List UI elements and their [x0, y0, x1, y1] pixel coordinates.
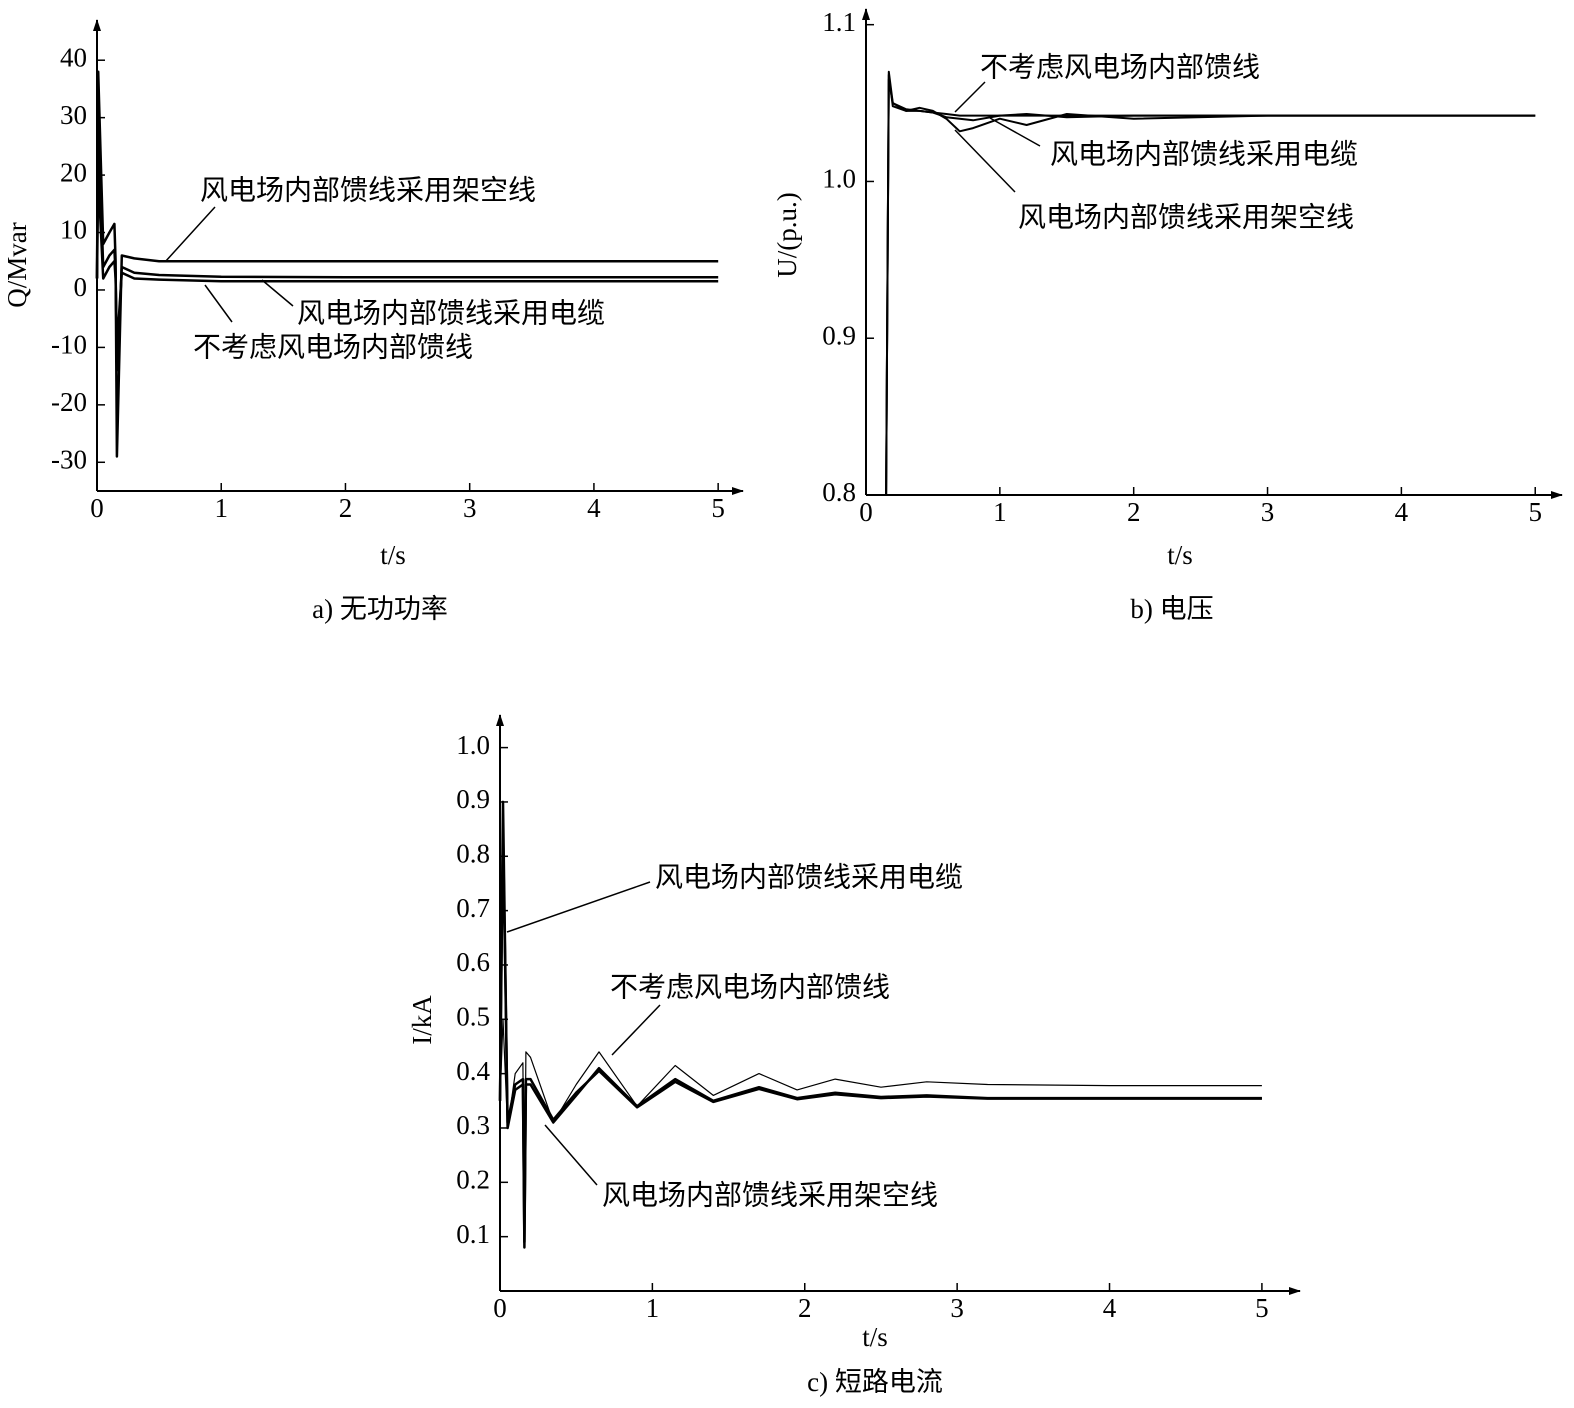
x-tick-label: 5: [1528, 497, 1542, 527]
data-line: [498, 827, 1262, 1244]
data-line: [95, 70, 719, 458]
y-tick-label: 0.7: [456, 893, 490, 923]
y-tick-label: 0.1: [456, 1219, 490, 1249]
y-tick-label: -20: [51, 387, 87, 417]
leader-line: [204, 284, 233, 323]
y-tick-label: 1.1: [822, 7, 856, 37]
x-tick-label: 4: [1103, 1293, 1117, 1323]
leader-line: [954, 81, 986, 113]
y-tick-label: 20: [60, 157, 87, 187]
leader-line: [261, 279, 294, 307]
y-tick-label: 30: [60, 100, 87, 130]
caption: c) 短路电流: [807, 1367, 943, 1397]
data-line: [499, 1018, 1262, 1238]
y-tick-label: 1.0: [456, 730, 490, 760]
data-line: [866, 73, 1536, 496]
x-tick-label: 0: [90, 493, 104, 523]
x-tick-label: 1: [214, 493, 228, 523]
y-axis-title: Q/Mvar: [2, 222, 32, 307]
x-axis-title: t/s: [380, 540, 406, 570]
x-tick-label: 3: [463, 493, 477, 523]
x-tick-label: 1: [646, 1293, 660, 1323]
x-tick-label: 3: [1261, 497, 1275, 527]
x-axis-title: t/s: [862, 1322, 888, 1352]
x-tick-label: 4: [587, 493, 601, 523]
leader-line: [544, 1124, 598, 1186]
x-tick-label: 2: [339, 493, 353, 523]
x-tick-label: 5: [1255, 1293, 1269, 1323]
x-tick-label: 2: [798, 1293, 812, 1323]
leader-line: [954, 129, 1016, 193]
leader-line: [989, 117, 1041, 147]
leader-line: [164, 206, 216, 263]
data-line: [866, 70, 1536, 496]
x-tick-label: 1: [993, 497, 1007, 527]
y-tick-label: 0.4: [456, 1056, 490, 1086]
x-tick-label: 3: [950, 1293, 964, 1323]
leader-line: [506, 881, 651, 933]
series-label: 不考虑风电场内部馈线: [980, 51, 1260, 83]
leader-line: [611, 1004, 661, 1056]
y-tick-label: 10: [60, 215, 87, 245]
x-tick-label: 0: [859, 497, 873, 527]
caption: b) 电压: [1130, 594, 1213, 624]
y-tick-label: 0.5: [456, 1002, 490, 1032]
y-tick-label: 0: [74, 272, 88, 302]
x-tick-label: 2: [1127, 497, 1141, 527]
series-label: 不考虑风电场内部馈线: [610, 971, 890, 1003]
y-tick-label: 1.0: [822, 164, 856, 194]
y-tick-label: 0.8: [822, 477, 856, 507]
y-axis-title: U/(p.u.): [772, 192, 802, 277]
x-tick-label: 4: [1395, 497, 1409, 527]
series-label: 不考虑风电场内部馈线: [193, 331, 473, 363]
x-tick-label: 5: [711, 493, 725, 523]
y-tick-label: 0.8: [456, 838, 490, 868]
y-tick-label: -30: [51, 444, 87, 474]
y-tick-label: 0.9: [456, 784, 490, 814]
x-tick-label: 0: [493, 1293, 507, 1323]
y-tick-label: 0.2: [456, 1165, 490, 1195]
series-label: 风电场内部馈线采用架空线: [200, 174, 536, 206]
series-label: 风电场内部馈线采用电缆: [1050, 138, 1358, 170]
caption: a) 无功功率: [312, 594, 448, 624]
y-tick-label: 0.6: [456, 947, 490, 977]
data-line: [95, 116, 719, 372]
y-tick-label: -10: [51, 330, 87, 360]
series-label: 风电场内部馈线采用电缆: [297, 297, 605, 329]
series-label: 风电场内部馈线采用架空线: [1018, 201, 1354, 233]
y-axis-title: I/kA: [407, 995, 437, 1045]
y-tick-label: 0.9: [822, 320, 856, 350]
series-label: 风电场内部馈线采用架空线: [602, 1179, 938, 1211]
x-axis-title: t/s: [1167, 540, 1193, 570]
y-tick-label: 40: [60, 42, 87, 72]
data-line: [95, 173, 719, 349]
series-label: 风电场内部馈线采用电缆: [655, 861, 963, 893]
y-tick-label: 0.3: [456, 1110, 490, 1140]
